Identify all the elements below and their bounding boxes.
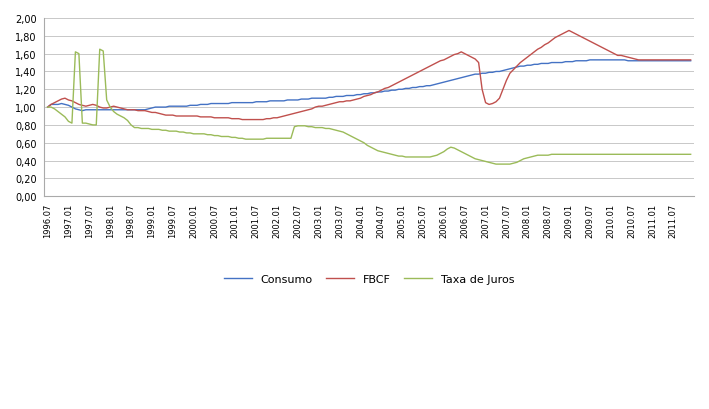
Line: Consumo: Consumo xyxy=(48,61,691,111)
Consumo xyxy=(641,59,649,64)
FBCF xyxy=(565,29,574,34)
Taxa de Juros xyxy=(43,106,52,110)
Line: FBCF: FBCF xyxy=(48,31,691,120)
Consumo xyxy=(586,58,594,63)
FBCF xyxy=(238,118,247,123)
Consumo xyxy=(352,93,361,98)
FBCF xyxy=(686,58,695,63)
Consumo xyxy=(419,85,428,90)
FBCF xyxy=(140,109,149,114)
Taxa de Juros xyxy=(492,162,501,167)
Line: Taxa de Juros: Taxa de Juros xyxy=(48,50,691,165)
Legend: Consumo, FBCF, Taxa de Juros: Consumo, FBCF, Taxa de Juros xyxy=(220,270,519,289)
FBCF xyxy=(419,68,428,73)
Consumo xyxy=(78,109,86,114)
FBCF xyxy=(641,58,649,63)
Taxa de Juros xyxy=(96,47,104,52)
Taxa de Juros xyxy=(641,153,649,157)
Consumo xyxy=(537,62,545,67)
Taxa de Juros xyxy=(447,145,455,150)
Consumo xyxy=(686,59,695,64)
Taxa de Juros xyxy=(352,137,361,142)
Taxa de Juros xyxy=(144,127,152,132)
Taxa de Juros xyxy=(540,153,549,158)
Taxa de Juros xyxy=(419,155,428,160)
FBCF xyxy=(352,97,361,102)
FBCF xyxy=(447,55,455,60)
Consumo xyxy=(43,106,52,110)
Consumo xyxy=(447,79,455,83)
Consumo xyxy=(144,107,152,112)
FBCF xyxy=(43,106,52,110)
FBCF xyxy=(537,46,545,51)
Taxa de Juros xyxy=(686,153,695,157)
